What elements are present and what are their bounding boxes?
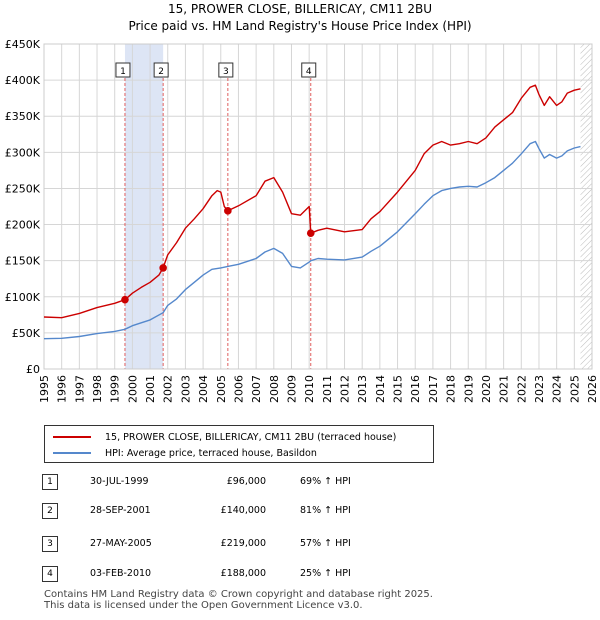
y-tick-label: £50K xyxy=(12,327,41,340)
sale-label-box xyxy=(153,62,169,78)
x-tick-label: 2003 xyxy=(179,375,192,403)
legend-label-hpi: HPI: Average price, terraced house, Basi… xyxy=(105,447,317,459)
x-tick-label: 2018 xyxy=(445,375,458,403)
footer: Contains HM Land Registry data © Crown c… xyxy=(44,589,433,611)
x-tick-label: 2023 xyxy=(533,375,546,403)
legend: 15, PROWER CLOSE, BILLERICAY, CM11 2BU (… xyxy=(44,425,434,463)
x-tick-label: 2010 xyxy=(303,375,316,403)
sale-point xyxy=(159,264,167,272)
x-tick-label: 2013 xyxy=(356,375,369,403)
x-tick-label: 2017 xyxy=(427,375,440,403)
x-tick-label: 1995 xyxy=(38,375,51,403)
sale-price: £96,000 xyxy=(226,476,266,487)
sale-point xyxy=(306,229,315,238)
shaded-range xyxy=(124,44,164,369)
sale-date: 27-MAY-2005 xyxy=(90,538,152,549)
sale-label: 3 xyxy=(223,67,229,77)
x-tick-label: 2025 xyxy=(568,375,581,403)
plot-border xyxy=(43,43,593,370)
sale-number-badge: 4 xyxy=(42,566,58,582)
legend-label-property: 15, PROWER CLOSE, BILLERICAY, CM11 2BU (… xyxy=(105,431,397,443)
sale-label-box xyxy=(115,62,131,78)
sale-date: 28-SEP-2001 xyxy=(90,505,151,516)
sale-hpi: 57% ↑ HPI xyxy=(300,538,351,549)
footer-copyright: Contains HM Land Registry data © Crown c… xyxy=(44,589,433,600)
footer-licence: This data is licensed under the Open Gov… xyxy=(44,600,363,611)
x-tick-label: 2011 xyxy=(321,375,334,403)
sale-date: 03-FEB-2010 xyxy=(90,568,152,579)
sale-hpi: 69% ↑ HPI xyxy=(300,476,351,487)
hpi-line xyxy=(43,140,581,340)
sale-point xyxy=(224,207,232,215)
x-tick-label: 2000 xyxy=(126,375,139,403)
sale-date: 30-JUL-1999 xyxy=(90,476,149,487)
x-tick-label: 2019 xyxy=(462,375,475,403)
x-tick-label: 1999 xyxy=(109,375,122,403)
x-tick-label: 2026 xyxy=(586,375,599,403)
chart-subtitle: Price paid vs. HM Land Registry's House … xyxy=(128,19,472,33)
x-tick-label: 1997 xyxy=(73,375,86,403)
y-tick-label: £300K xyxy=(5,146,41,159)
price-chart: 1 2 3 4 £0 £50K £100K £150K £200K £250K £300K £350K… xyxy=(5,38,599,403)
sale-label: 4 xyxy=(306,67,312,77)
x-tick-label: 2020 xyxy=(480,375,493,403)
sale-price: £188,000 xyxy=(220,568,266,579)
sale-hpi: 25% ↑ HPI xyxy=(300,568,351,579)
sale-number-badge: 2 xyxy=(42,503,58,519)
sale-point xyxy=(121,295,129,304)
x-tick-label: 2009 xyxy=(285,375,298,403)
y-tick-label: £100K xyxy=(5,291,41,304)
sale-label: 2 xyxy=(158,67,164,77)
forecast-hatch xyxy=(580,44,592,369)
table-row: 2 28-SEP-2001 £140,000 81% ↑ HPI xyxy=(42,503,442,521)
x-tick-label: 2005 xyxy=(215,375,228,403)
legend-swatch-hpi xyxy=(53,452,91,454)
y-tick-label: £350K xyxy=(5,110,41,123)
sale-hpi: 81% ↑ HPI xyxy=(300,505,351,516)
x-tick-label: 2002 xyxy=(162,375,175,403)
x-tick-label: 2022 xyxy=(515,375,528,403)
legend-swatch-property xyxy=(53,436,91,438)
sale-price: £219,000 xyxy=(220,538,266,549)
x-tick-label: 2015 xyxy=(392,375,405,403)
x-tick-label: 2008 xyxy=(268,375,281,403)
legend-item-property: 15, PROWER CLOSE, BILLERICAY, CM11 2BU (… xyxy=(53,430,396,444)
sale-label: 1 xyxy=(120,67,126,77)
chart-title: 15, PROWER CLOSE, BILLERICAY, CM11 2BU xyxy=(167,2,433,16)
x-tick-label: 2012 xyxy=(339,375,352,403)
x-tick-label: 2004 xyxy=(197,375,210,403)
y-tick-label: £250K xyxy=(5,182,41,195)
sale-label-box xyxy=(218,62,234,78)
y-tick-label: £200K xyxy=(5,219,41,232)
x-tick-label: 2007 xyxy=(250,375,263,403)
y-tick-label: £450K xyxy=(5,38,41,51)
x-tick-label: 2021 xyxy=(498,375,511,403)
x-tick-label: 2001 xyxy=(144,375,157,403)
legend-item-hpi: HPI: Average price, terraced house, Basi… xyxy=(53,446,317,460)
x-tick-label: 2016 xyxy=(409,375,422,403)
table-row: 1 30-JUL-1999 £96,000 69% ↑ HPI xyxy=(42,474,442,492)
y-tick-label: £400K xyxy=(5,74,41,87)
x-tick-label: 2024 xyxy=(551,375,564,403)
table-row: 3 27-MAY-2005 £219,000 57% ↑ HPI xyxy=(42,536,442,554)
sale-price: £140,000 xyxy=(220,505,266,516)
x-tick-label: 2006 xyxy=(232,375,245,403)
sale-number-badge: 1 xyxy=(42,474,58,490)
y-tick-label: £0 xyxy=(26,363,40,376)
x-tick-label: 1996 xyxy=(56,375,69,403)
sale-label-box xyxy=(301,62,317,78)
x-tick-label: 2014 xyxy=(374,375,387,403)
x-tick-label: 1998 xyxy=(91,375,104,403)
table-row: 4 03-FEB-2010 £188,000 25% ↑ HPI xyxy=(42,566,442,584)
sale-number-badge: 3 xyxy=(42,536,58,552)
y-tick-label: £150K xyxy=(5,255,41,268)
